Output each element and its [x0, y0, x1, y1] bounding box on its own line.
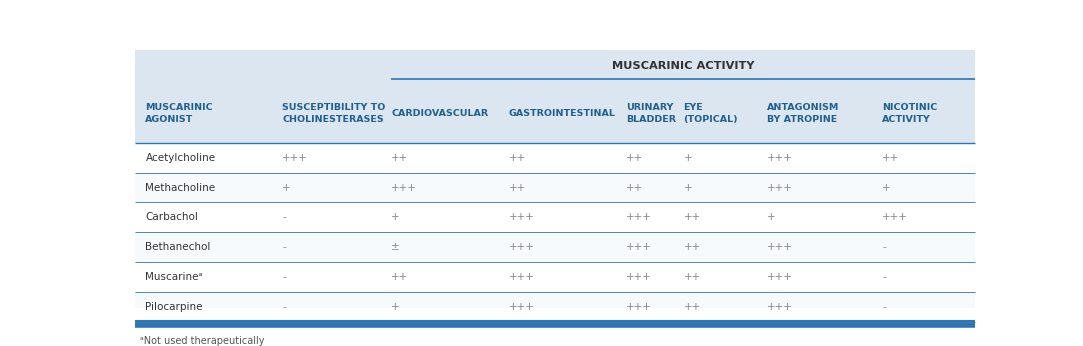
Text: Acetylcholine: Acetylcholine — [145, 153, 216, 163]
Text: ++: ++ — [883, 153, 900, 163]
Text: ±: ± — [391, 242, 400, 252]
Text: +++: +++ — [767, 302, 793, 312]
Text: +: + — [683, 183, 692, 192]
Text: ++: ++ — [626, 153, 643, 163]
Text: +++: +++ — [509, 242, 535, 252]
Text: URINARY
BLADDER: URINARY BLADDER — [626, 103, 677, 124]
Text: -: - — [883, 302, 886, 312]
Text: +++: +++ — [883, 212, 909, 222]
Text: +++: +++ — [626, 242, 652, 252]
FancyBboxPatch shape — [135, 49, 975, 143]
Text: ++: ++ — [509, 183, 526, 192]
Text: Pilocarpine: Pilocarpine — [145, 302, 203, 312]
Text: NICOTINIC
ACTIVITY: NICOTINIC ACTIVITY — [883, 103, 938, 124]
Text: ++: ++ — [683, 302, 701, 312]
Text: -: - — [283, 272, 286, 282]
FancyBboxPatch shape — [135, 173, 975, 202]
Text: +++: +++ — [626, 302, 652, 312]
Text: +++: +++ — [767, 242, 793, 252]
Text: +++: +++ — [509, 272, 535, 282]
Text: +++: +++ — [767, 183, 793, 192]
Text: Methacholine: Methacholine — [145, 183, 216, 192]
Text: -: - — [883, 242, 886, 252]
Text: ++: ++ — [683, 212, 701, 222]
Text: +++: +++ — [509, 212, 535, 222]
Text: CARDIOVASCULAR: CARDIOVASCULAR — [391, 109, 488, 118]
Text: +++: +++ — [283, 153, 309, 163]
Text: +: + — [391, 212, 400, 222]
Text: +: + — [767, 212, 775, 222]
Text: +++: +++ — [391, 183, 417, 192]
Text: SUSCEPTIBILITY TO
CHOLINESTERASES: SUSCEPTIBILITY TO CHOLINESTERASES — [283, 103, 386, 124]
Text: EYE
(TOPICAL): EYE (TOPICAL) — [683, 103, 739, 124]
Text: +++: +++ — [767, 153, 793, 163]
Text: MUSCARINIC ACTIVITY: MUSCARINIC ACTIVITY — [612, 61, 754, 71]
Text: +++: +++ — [509, 302, 535, 312]
Text: GASTROINTESTINAL: GASTROINTESTINAL — [509, 109, 616, 118]
Text: ++: ++ — [626, 183, 643, 192]
Text: -: - — [883, 272, 886, 282]
Text: +: + — [883, 183, 891, 192]
FancyBboxPatch shape — [135, 202, 975, 232]
Text: ++: ++ — [391, 272, 408, 282]
FancyBboxPatch shape — [135, 143, 975, 173]
Text: ++: ++ — [509, 153, 526, 163]
Text: +: + — [683, 153, 692, 163]
Text: Carbachol: Carbachol — [145, 212, 198, 222]
Text: +++: +++ — [767, 272, 793, 282]
Text: Muscarineᵃ: Muscarineᵃ — [145, 272, 203, 282]
Text: +++: +++ — [626, 212, 652, 222]
FancyBboxPatch shape — [135, 232, 975, 262]
Text: ANTAGONISM
BY ATROPINE: ANTAGONISM BY ATROPINE — [767, 103, 839, 124]
Text: Bethanechol: Bethanechol — [145, 242, 211, 252]
Text: -: - — [283, 212, 286, 222]
Text: -: - — [283, 242, 286, 252]
Text: ++: ++ — [391, 153, 408, 163]
Text: +: + — [283, 183, 291, 192]
FancyBboxPatch shape — [135, 292, 975, 322]
Text: ᵃNot used therapeutically: ᵃNot used therapeutically — [140, 336, 264, 346]
Text: ++: ++ — [683, 272, 701, 282]
Text: -: - — [283, 302, 286, 312]
Text: ++: ++ — [683, 242, 701, 252]
Text: +++: +++ — [626, 272, 652, 282]
Text: MUSCARINIC
AGONIST: MUSCARINIC AGONIST — [145, 103, 213, 124]
FancyBboxPatch shape — [135, 262, 975, 292]
Text: +: + — [391, 302, 400, 312]
